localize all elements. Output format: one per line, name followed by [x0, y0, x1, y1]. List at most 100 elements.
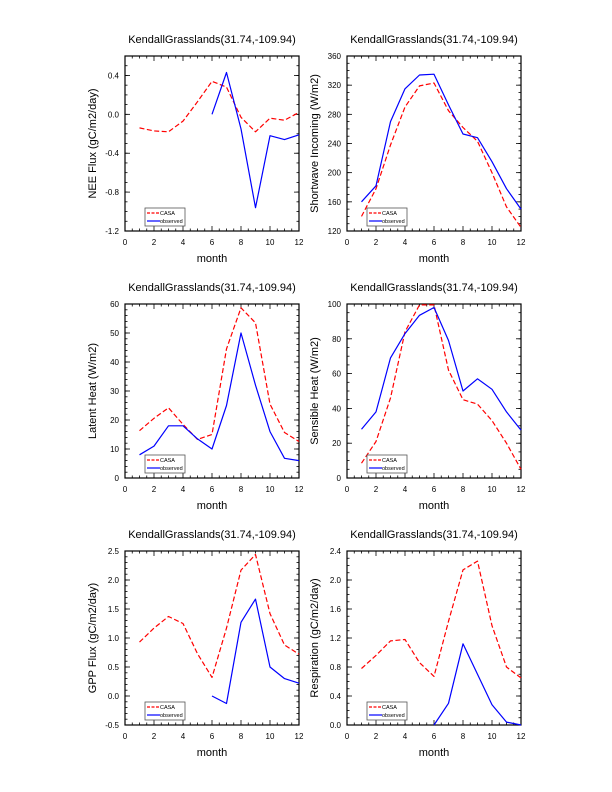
plot-frame — [124, 550, 300, 726]
x-tick-label: 8 — [461, 732, 466, 741]
series-line-observed — [211, 71, 300, 209]
y-tick-label: 0.8 — [330, 663, 342, 672]
x-tick-label: 4 — [181, 732, 186, 741]
y-tick-label: 280 — [328, 110, 342, 119]
y-tick-label: -0.4 — [105, 149, 119, 158]
legend-label: observed — [160, 219, 183, 225]
y-tick-label: 2.5 — [108, 547, 120, 556]
y-tick-label: 0.0 — [108, 110, 120, 119]
y-tick-label: 120 — [328, 227, 342, 236]
x-tick-label: 2 — [374, 238, 379, 247]
chart-title: KendallGrasslands(31.74,-109.94) — [128, 529, 296, 541]
y-tick-label: 50 — [110, 329, 119, 338]
y-tick-label: 1.5 — [108, 605, 120, 614]
legend-label: observed — [382, 219, 405, 225]
y-tick-label: 0.0 — [330, 721, 342, 730]
y-tick-label: 60 — [332, 370, 341, 379]
y-tick-label: -1.2 — [105, 227, 119, 236]
x-tick-label: 0 — [123, 732, 128, 741]
chart-title: KendallGrasslands(31.74,-109.94) — [350, 34, 518, 46]
y-tick-label: 80 — [332, 335, 341, 344]
y-tick-label: 160 — [328, 198, 342, 207]
legend-label: observed — [382, 466, 405, 472]
y-tick-label: 0.4 — [330, 692, 342, 701]
legend: CASA observed — [366, 701, 408, 721]
legend-label: CASA — [160, 705, 175, 711]
chart-panel-3: KendallGrasslands(31.74,-109.94) 0 2 4 6 8 10 1… — [87, 282, 304, 512]
x-tick-label: 6 — [432, 485, 437, 494]
plot-frame — [346, 550, 522, 726]
x-tick-label: 12 — [295, 732, 304, 741]
x-tick-label: 10 — [488, 732, 497, 741]
x-tick-label: 12 — [295, 238, 304, 247]
x-tick-label: 4 — [181, 238, 186, 247]
x-tick-label: 12 — [295, 485, 304, 494]
series-line-CASA — [139, 80, 300, 133]
y-axis-label: Respiration (gC/m2/day) — [309, 578, 321, 697]
legend-label: CASA — [160, 211, 175, 217]
legend-label: observed — [160, 466, 183, 472]
y-tick-label: -0.5 — [105, 721, 119, 730]
y-tick-label: 1.2 — [330, 634, 342, 643]
x-tick-label: 2 — [374, 732, 379, 741]
chart-panel-6: KendallGrasslands(31.74,-109.94) 0 2 4 6 8 10 1… — [309, 529, 526, 759]
y-axis-label: Sensible Heat (W/m2) — [309, 337, 321, 445]
legend: CASA observed — [144, 207, 186, 227]
x-tick-label: 12 — [517, 732, 526, 741]
x-tick-label: 8 — [239, 485, 244, 494]
x-tick-label: 0 — [345, 732, 350, 741]
y-tick-label: 10 — [110, 445, 119, 454]
legend: CASA observed — [144, 454, 186, 474]
x-tick-label: 6 — [432, 732, 437, 741]
chart-title: KendallGrasslands(31.74,-109.94) — [350, 282, 518, 294]
x-axis-label: month — [197, 500, 228, 512]
x-tick-label: 8 — [239, 732, 244, 741]
x-tick-label: 10 — [488, 485, 497, 494]
legend-label: observed — [382, 713, 405, 719]
chart-panel-5: KendallGrasslands(31.74,-109.94) 0 2 4 6 8 10 1… — [87, 529, 304, 759]
chart-panel-1: KendallGrasslands(31.74,-109.94) 0 2 4 6 8 10 1… — [87, 34, 304, 265]
y-tick-label: 40 — [110, 358, 119, 367]
plot-frame — [124, 55, 300, 232]
y-tick-label: 2.4 — [330, 547, 342, 556]
series-line-observed — [361, 73, 522, 210]
series-line-observed — [433, 643, 522, 726]
x-tick-label: 4 — [403, 485, 408, 494]
x-axis-label: month — [419, 747, 450, 759]
chart-title: KendallGrasslands(31.74,-109.94) — [350, 529, 518, 541]
y-tick-label: 240 — [328, 140, 342, 149]
x-tick-label: 12 — [517, 238, 526, 247]
x-tick-label: 8 — [239, 238, 244, 247]
y-tick-label: 1.6 — [330, 605, 342, 614]
legend: CASA observed — [144, 701, 186, 721]
x-axis-label: month — [419, 500, 450, 512]
series-line-observed — [139, 332, 300, 462]
y-tick-label: 0.4 — [108, 71, 120, 80]
series-line-CASA — [361, 304, 522, 470]
x-tick-label: 2 — [152, 732, 157, 741]
chart-panel-4: KendallGrasslands(31.74,-109.94) 0 2 4 6 8 10 1… — [309, 282, 526, 512]
x-tick-label: 6 — [432, 238, 437, 247]
legend: CASA observed — [366, 454, 408, 474]
y-tick-label: 1.0 — [108, 634, 120, 643]
x-tick-label: 2 — [374, 485, 379, 494]
y-tick-label: 360 — [328, 52, 342, 61]
x-tick-label: 8 — [461, 485, 466, 494]
x-axis-label: month — [419, 253, 450, 265]
x-tick-label: 2 — [152, 485, 157, 494]
y-tick-label: 0 — [337, 474, 342, 483]
x-tick-label: 2 — [152, 238, 157, 247]
x-tick-label: 4 — [403, 238, 408, 247]
x-tick-label: 4 — [403, 732, 408, 741]
legend-label: CASA — [382, 705, 397, 711]
y-axis-label: Latent Heat (W/m2) — [87, 343, 99, 439]
y-tick-label: 2.0 — [330, 576, 342, 585]
x-tick-label: 0 — [123, 238, 128, 247]
chart-title: KendallGrasslands(31.74,-109.94) — [128, 282, 296, 294]
x-tick-label: 10 — [488, 238, 497, 247]
series-line-CASA — [139, 307, 300, 443]
legend-label: observed — [160, 713, 183, 719]
x-tick-label: 10 — [266, 732, 275, 741]
plot-frame — [124, 303, 300, 479]
